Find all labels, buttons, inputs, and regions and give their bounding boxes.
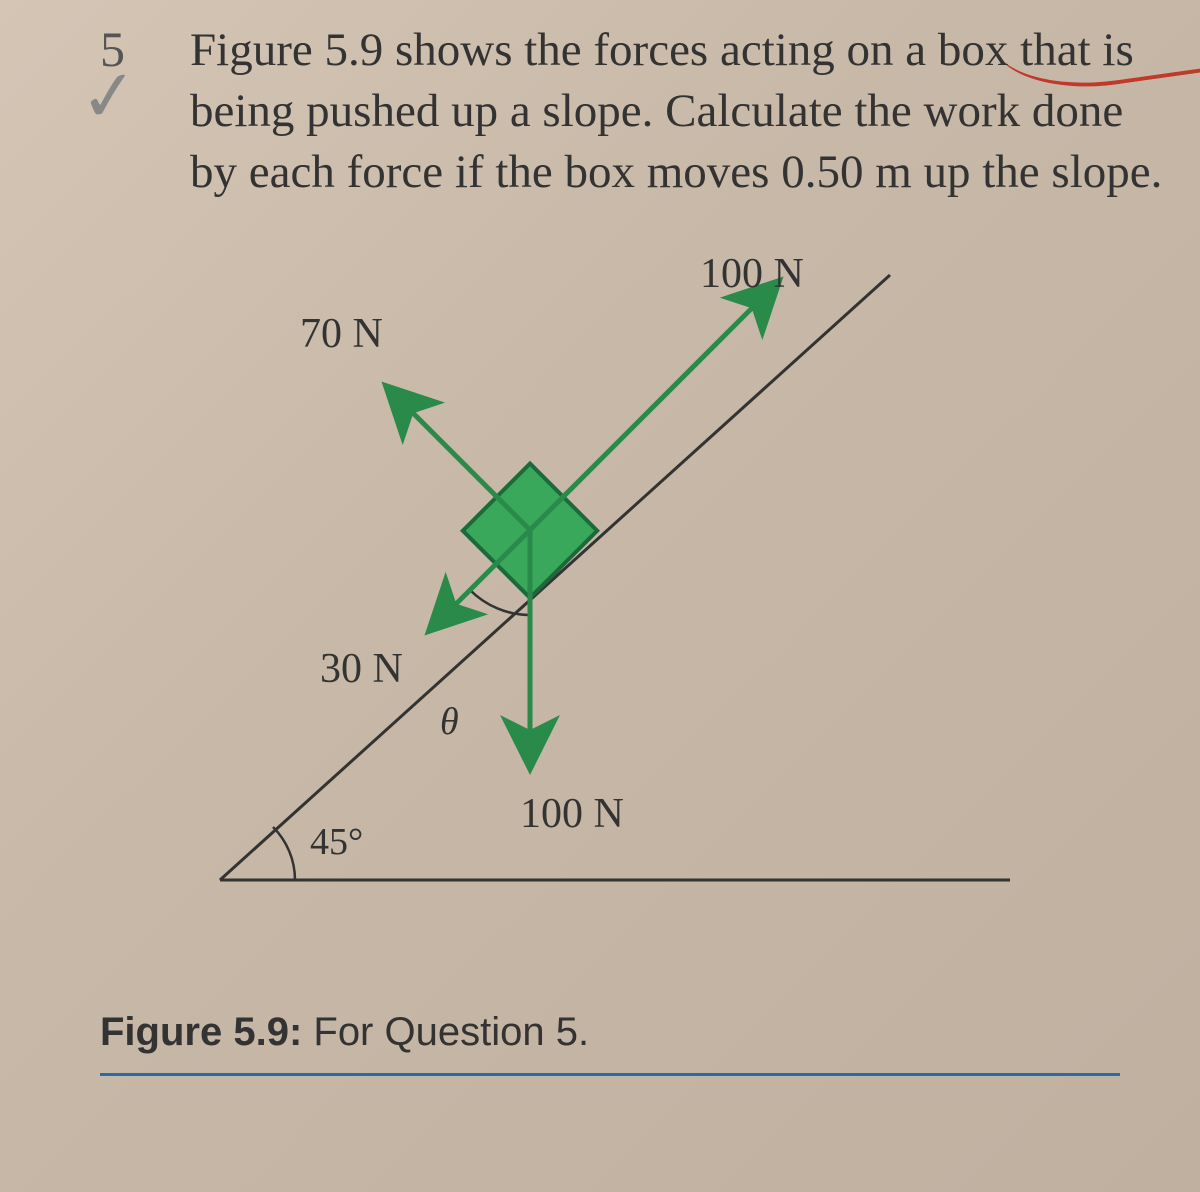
force-normal-arrow — [385, 385, 530, 530]
label-weight-100n: 100 N — [520, 790, 624, 838]
label-theta: θ — [440, 700, 459, 744]
question-line-3: by each force if the box moves 0.50 m up… — [190, 146, 1162, 198]
checkmark-icon: ✓ — [76, 53, 142, 141]
question-text: Figure 5.9 shows the forces acting on a … — [190, 20, 1200, 203]
question-line-1: Figure 5.9 shows the forces acting on a … — [190, 24, 1134, 76]
diagram-svg — [140, 260, 1040, 960]
question-line-2: being pushed up a slope. Calculate the w… — [190, 85, 1123, 137]
theta-arc — [470, 590, 530, 615]
label-normal-70n: 70 N — [300, 310, 383, 358]
caption-bold: Figure 5.9: — [100, 1010, 302, 1054]
slope-angle-arc — [273, 827, 295, 880]
caption-text: For Question 5. — [302, 1010, 589, 1054]
label-friction-30n: 30 N — [320, 645, 403, 693]
textbook-page: 5 ✓ Figure 5.9 shows the forces acting o… — [0, 0, 1200, 1192]
label-slope-angle: 45° — [310, 820, 363, 864]
figure-caption: Figure 5.9: For Question 5. — [100, 1010, 1120, 1076]
force-diagram: 100 N 70 N 30 N 100 N 45° θ — [140, 260, 1040, 960]
force-push-arrow — [530, 280, 780, 530]
label-push-100n: 100 N — [700, 250, 804, 298]
